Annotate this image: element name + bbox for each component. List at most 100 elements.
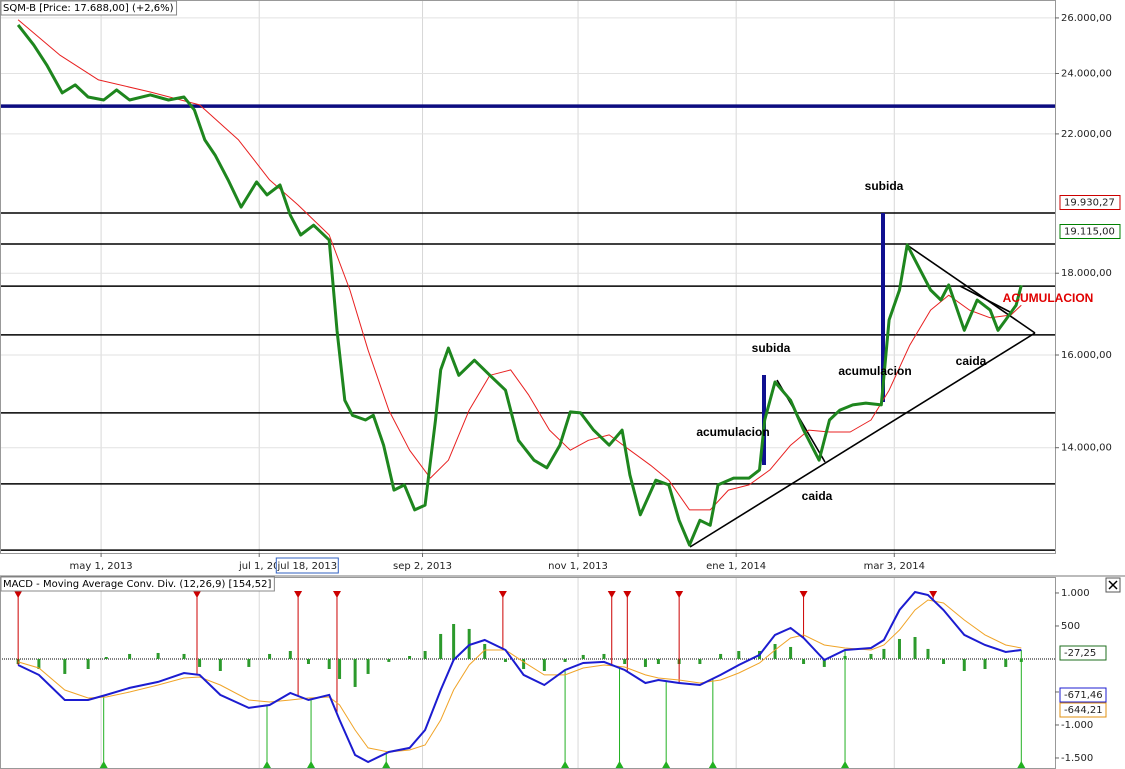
histogram-bar: [719, 653, 723, 659]
histogram-bar: [63, 658, 67, 674]
buy-signal-marker: [382, 761, 391, 768]
sell-signal-marker: [623, 591, 632, 598]
x-tick-label: may 1, 2013: [70, 561, 133, 572]
annotation: ACUMULACION: [1003, 291, 1094, 305]
close-button[interactable]: [1105, 577, 1121, 593]
macd-line: [17, 590, 1022, 764]
buy-signal-marker: [99, 761, 108, 768]
price-layer: [16, 19, 1023, 547]
histogram-bar: [353, 658, 357, 687]
histogram-bar: [37, 658, 41, 670]
buy-signal-marker: [307, 761, 316, 768]
x-tick-label: sep 2, 2013: [393, 561, 452, 572]
panel-header: MACD - Moving Average Conv. Div. (12,26,…: [3, 579, 271, 590]
levels-layer: [0, 104, 1055, 551]
histogram-bar: [522, 658, 526, 670]
x-tick-label: ene 1, 2014: [706, 561, 766, 572]
annotation: subida: [752, 341, 791, 355]
x-tick-label: jul 1, 20: [238, 561, 280, 572]
y-tick-label: 14.000,00: [1061, 443, 1112, 454]
histogram-bar: [822, 658, 826, 667]
sell-signal-marker: [607, 591, 616, 598]
buy-signal-marker: [262, 761, 271, 768]
y-tick-label: 16.000,00: [1061, 350, 1112, 361]
y-tick-label: -1.000: [1061, 720, 1093, 731]
histogram-bar: [288, 650, 292, 659]
histogram-bar: [926, 648, 930, 659]
y-tick-label: 24.000,00: [1061, 68, 1112, 79]
histogram-bar: [452, 623, 456, 659]
y-tick-label: 18.000,00: [1061, 268, 1112, 279]
histogram-bar: [983, 658, 987, 670]
panel-header: SQM-B [Price: 17.688,00] (+2,6%): [3, 3, 174, 14]
histogram-bar: [962, 658, 966, 671]
histogram-bar: [156, 652, 160, 659]
histogram-bar: [338, 658, 342, 679]
sell-signal-marker: [675, 591, 684, 598]
x-tick-label: mar 3, 2014: [864, 561, 925, 572]
price-label: 19.115,00: [1064, 227, 1115, 238]
y-tick-label: 22.000,00: [1061, 129, 1112, 140]
y-tick-label: -1.500: [1061, 753, 1093, 764]
histogram-bar: [387, 658, 391, 662]
cursor-date-box: [275, 557, 339, 574]
histogram-bar: [327, 658, 331, 670]
histogram-bar: [869, 653, 873, 659]
histogram-bar: [104, 656, 108, 659]
histogram-bar: [439, 633, 443, 659]
macd-layer: [0, 590, 1055, 768]
annotation: acumulacion: [838, 364, 911, 378]
price-label-box: [1059, 224, 1121, 240]
histogram-bar: [656, 658, 660, 664]
histogram-bar: [247, 658, 251, 667]
y-tick-label: 26.000,00: [1061, 13, 1112, 24]
buy-signal-marker: [561, 761, 570, 768]
histogram-bar: [218, 658, 222, 671]
histogram-bar: [86, 658, 90, 670]
histogram-bar: [897, 638, 901, 659]
trend-line: [959, 285, 1011, 313]
price-label-box: [1059, 195, 1121, 211]
y-tick-label: 500: [1061, 621, 1080, 632]
signal-line: [17, 599, 1022, 753]
panel-header-box: [0, 0, 178, 16]
cursor-date-label: jul 18, 2013: [276, 561, 337, 572]
histogram-bar: [503, 658, 507, 662]
value-box-label: -671,46: [1064, 690, 1103, 701]
histogram-bar: [581, 654, 585, 659]
histogram-bar: [913, 636, 917, 659]
price-frame: [0, 0, 1056, 554]
histogram-bar: [128, 653, 132, 659]
histogram-bar: [882, 648, 886, 659]
histogram-bar: [942, 658, 946, 664]
histogram-bar: [789, 646, 793, 659]
sell-signal-marker: [929, 591, 938, 598]
close-icon[interactable]: [1108, 580, 1118, 590]
annotation: acumulacion: [696, 425, 769, 439]
annotation: caida: [802, 489, 833, 503]
histogram-bar: [623, 658, 627, 664]
value-box: [1059, 645, 1107, 661]
buy-signal-marker: [615, 761, 624, 768]
histogram-bar: [423, 650, 427, 659]
sell-signal-marker: [14, 591, 23, 598]
histogram-bar: [698, 658, 702, 664]
buy-signal-marker: [1017, 761, 1026, 768]
price-label: 19.930,27: [1064, 198, 1115, 209]
histogram-bar: [737, 650, 741, 659]
histogram-bar: [198, 658, 202, 667]
histogram-bar: [268, 653, 272, 659]
trend-line: [906, 244, 1036, 334]
buy-signal-marker: [841, 761, 850, 768]
sell-signal-marker: [498, 591, 507, 598]
sell-signal-marker: [799, 591, 808, 598]
y-tick-label: 1.000: [1061, 588, 1090, 599]
sell-signal-marker: [294, 591, 303, 598]
grid-layer: [0, 0, 1055, 769]
histogram-bar: [643, 658, 647, 667]
histogram-bar: [1004, 658, 1008, 667]
buy-signal-marker: [708, 761, 717, 768]
annotation: caida: [956, 354, 987, 368]
